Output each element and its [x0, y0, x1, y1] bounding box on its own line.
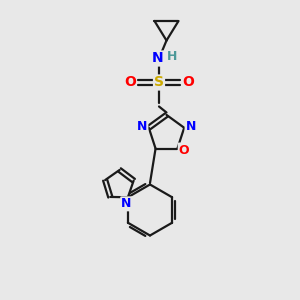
- Text: N: N: [137, 120, 147, 133]
- Text: O: O: [124, 76, 136, 89]
- Text: O: O: [182, 76, 194, 89]
- Text: N: N: [186, 120, 196, 133]
- Text: O: O: [179, 143, 189, 157]
- Text: N: N: [152, 52, 163, 65]
- Text: N: N: [121, 197, 132, 210]
- Text: H: H: [167, 50, 177, 63]
- Text: S: S: [154, 76, 164, 89]
